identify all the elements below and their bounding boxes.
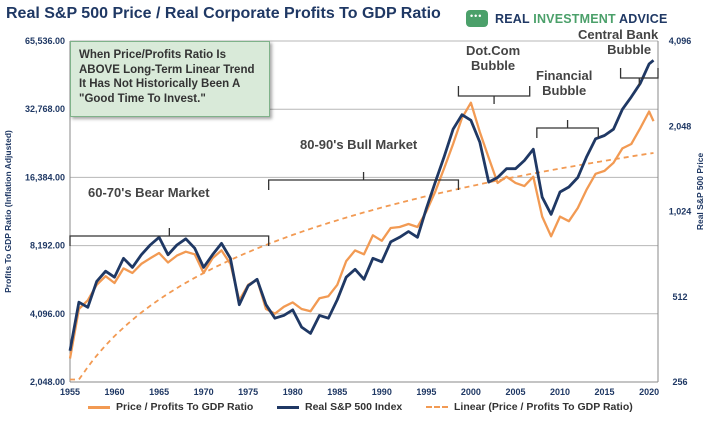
series-line-trend bbox=[70, 152, 654, 381]
bracket-bear-market bbox=[69, 228, 270, 246]
brand-name: REAL INVESTMENT ADVICE bbox=[495, 11, 668, 26]
y-right-tick-label: 512 bbox=[672, 292, 687, 302]
bracket-financial bbox=[536, 120, 599, 138]
x-tick-label: 2010 bbox=[550, 387, 570, 397]
bracket-dotcom bbox=[457, 86, 531, 104]
y-left-tick-label: 2,048.00 bbox=[30, 377, 65, 387]
chart-title: Real S&P 500 Price / Real Corporate Prof… bbox=[6, 5, 441, 22]
annotation-bull-market: 80-90's Bull Market bbox=[300, 137, 418, 152]
note-line: "Good Time To Invest." bbox=[79, 92, 206, 105]
note-line: It Has Not Historically Been A bbox=[79, 78, 241, 90]
series-line-ratio bbox=[68, 101, 655, 359]
series-lines bbox=[68, 59, 655, 359]
x-tick-label: 1965 bbox=[149, 387, 169, 397]
note-line: ABOVE Long-Term Linear Trend bbox=[79, 63, 255, 76]
trend-line bbox=[70, 152, 654, 381]
legend-item-sp500: Real S&P 500 Index bbox=[277, 401, 402, 413]
y-left-axis-label: Profits To GDP Ratio (Inflation Adjusted… bbox=[3, 130, 13, 293]
y-right-tick-label: 1,024 bbox=[669, 207, 692, 217]
legend-item-trend: Linear (Price / Profits To GDP Ratio) bbox=[426, 401, 633, 413]
annotation-financial: Financial Bubble bbox=[536, 68, 593, 98]
y-right-tick-label: 4,096 bbox=[669, 36, 692, 46]
legend-swatch bbox=[88, 405, 110, 409]
note-line: When Price/Profits Ratio Is bbox=[79, 49, 226, 61]
x-tick-label: 1990 bbox=[372, 387, 392, 397]
brand-icon bbox=[466, 10, 488, 27]
bracket-bull-market bbox=[268, 172, 460, 190]
x-tick-label: 2005 bbox=[505, 387, 525, 397]
y-right-axis-label: Real S&P 500 Price bbox=[695, 153, 705, 231]
series-line-sp500 bbox=[68, 59, 655, 352]
annotation-brackets bbox=[69, 68, 659, 246]
tick-labels: 2,048.00 4,096.00 8,192.00 16,384.00 32,768.… bbox=[3, 36, 705, 397]
x-tick-label: 1995 bbox=[416, 387, 436, 397]
y-left-tick-label: 4,096.00 bbox=[30, 309, 65, 319]
x-tick-label: 2015 bbox=[595, 387, 615, 397]
x-tick-label: 1975 bbox=[238, 387, 258, 397]
x-tick-label: 2000 bbox=[461, 387, 481, 397]
x-tick-label: 2020 bbox=[639, 387, 659, 397]
legend-swatch bbox=[277, 405, 299, 409]
x-tick-label: 1955 bbox=[60, 387, 80, 397]
legend-swatch bbox=[426, 406, 448, 408]
y-left-tick-label: 32,768.00 bbox=[25, 104, 65, 114]
y-right-tick-label: 256 bbox=[672, 377, 687, 387]
annotation-dotcom: Dot.Com Bubble bbox=[466, 43, 521, 73]
x-tick-label: 1985 bbox=[327, 387, 347, 397]
callout-note: When Price/Profits Ratio Is ABOVE Long-T… bbox=[70, 41, 270, 117]
x-tick-label: 1970 bbox=[194, 387, 214, 397]
y-left-tick-label: 16,384.00 bbox=[25, 172, 65, 182]
annotation-central-bank: Central Bank Bubble bbox=[578, 27, 659, 57]
annotation-bear-market: 60-70's Bear Market bbox=[88, 185, 210, 200]
x-tick-label: 1960 bbox=[105, 387, 125, 397]
y-left-tick-label: 65,536.00 bbox=[25, 36, 65, 46]
y-left-tick-label: 8,192.00 bbox=[30, 241, 65, 251]
bracket-central-bank bbox=[619, 68, 659, 86]
y-right-tick-label: 2,048 bbox=[669, 121, 692, 131]
legend: Price / Profits To GDP Ratio Real S&P 50… bbox=[0, 401, 709, 419]
brand-logo: REAL INVESTMENT ADVICE bbox=[466, 10, 667, 27]
legend-item-ratio: Price / Profits To GDP Ratio bbox=[88, 401, 253, 413]
x-tick-label: 1980 bbox=[283, 387, 303, 397]
